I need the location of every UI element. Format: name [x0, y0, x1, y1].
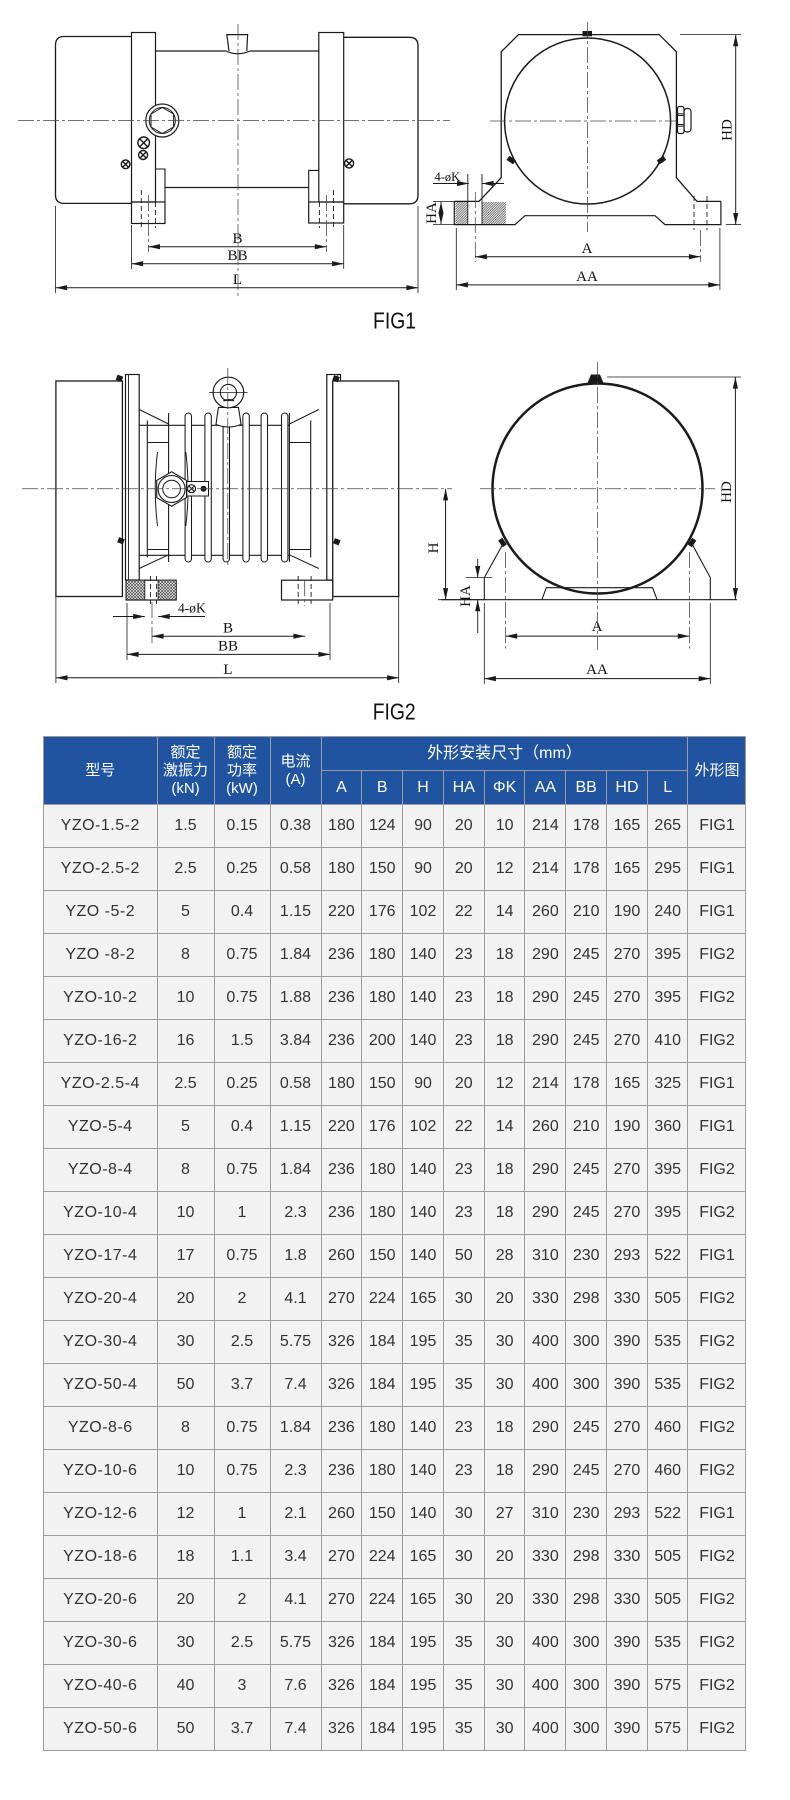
svg-text:AA: AA [586, 662, 608, 678]
svg-text:BB: BB [227, 248, 247, 264]
svg-text:BB: BB [218, 639, 238, 655]
svg-text:L: L [223, 662, 232, 678]
svg-text:B: B [223, 621, 233, 637]
svg-text:4-øK: 4-øK [435, 170, 461, 184]
svg-text:H: H [426, 542, 442, 553]
svg-text:HD: HD [719, 481, 735, 503]
svg-text:A: A [592, 619, 603, 635]
svg-text:A: A [582, 241, 593, 257]
svg-text:HA: HA [458, 585, 474, 607]
svg-text:L: L [233, 272, 242, 288]
svg-text:4-øK: 4-øK [178, 601, 206, 616]
svg-text:FIG1: FIG1 [373, 308, 416, 334]
svg-text:HD: HD [720, 119, 736, 141]
svg-text:AA: AA [576, 269, 598, 285]
svg-text:B: B [232, 231, 242, 247]
svg-text:HA: HA [424, 202, 440, 224]
svg-text:FIG2: FIG2 [373, 699, 416, 725]
